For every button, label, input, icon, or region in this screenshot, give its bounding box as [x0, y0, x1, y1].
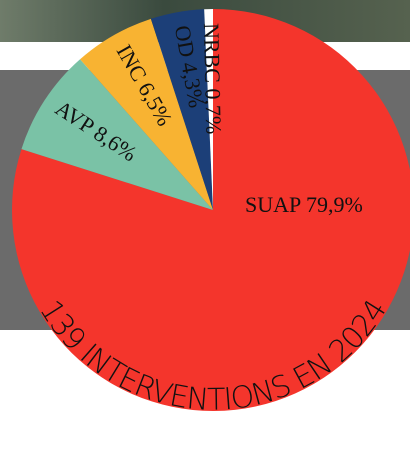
- slice-value: 0,7%: [200, 88, 226, 134]
- slice-category: SUAP: [245, 192, 301, 217]
- page: SUAP 79,9%AVP 8,6%INC 6,5%OD 4,3%NRBC 0,…: [0, 0, 410, 453]
- slice-category: NRBC: [199, 23, 225, 83]
- slice-label: SUAP 79,9%: [245, 192, 363, 217]
- slice-value: 79,9%: [306, 192, 363, 217]
- slice-label: NRBC 0,7%: [199, 23, 226, 135]
